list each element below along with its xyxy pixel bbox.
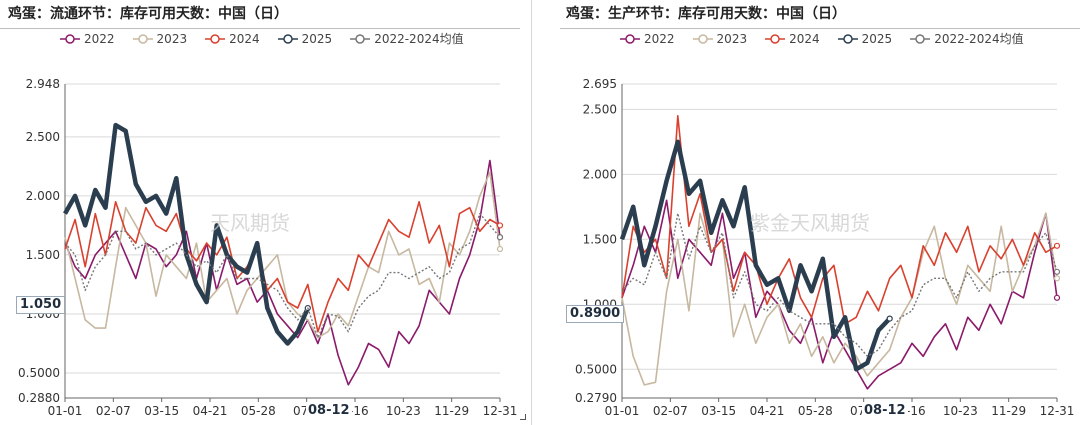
series-end-marker: [496, 234, 504, 241]
x-tick-label: 11-29: [991, 404, 1026, 418]
legend-item[interactable]: 2023: [692, 30, 748, 47]
panel-divider: [531, 0, 532, 425]
x-tick-label: 02-07: [653, 404, 688, 418]
y-tick-label: 2.000: [26, 189, 60, 203]
current-date-label: 08-12: [306, 403, 352, 418]
y-tick-label: 0.5000: [575, 362, 617, 376]
y-tick-label: 1.500: [26, 248, 60, 262]
series-end-marker: [886, 315, 893, 322]
x-tick-label: 04-21: [750, 404, 785, 418]
y-tick-label: 2.695: [583, 77, 617, 91]
chart-title: 鸡蛋：生产环节：库存可用天数：中国（日）: [566, 6, 846, 22]
legend-label: 2023: [716, 31, 748, 46]
chart-legend[interactable]: 2022 2023 2024 2025 2022-2024均值: [620, 30, 1024, 47]
series-end-marker: [1053, 294, 1061, 301]
legend-swatch-icon: [837, 33, 858, 44]
legend-label: 2022-2024均值: [934, 32, 1024, 46]
series-line-2022[interactable]: [64, 159, 501, 386]
legend-item[interactable]: 2024: [205, 30, 260, 47]
chart-legend[interactable]: 2022 2023 2024 2025 2022-2024均值: [60, 30, 464, 47]
y-tick-label: 0.2790: [575, 391, 617, 405]
x-tick-label: 04-21: [193, 404, 228, 418]
right-chart-panel: 鸡蛋：生产环节：库存可用天数：中国（日） 2022 2023 2024 2025 202…: [540, 0, 1080, 425]
legend-item[interactable]: 2023: [132, 30, 188, 47]
legend-label: 2025: [301, 31, 333, 46]
series-end-marker: [1053, 268, 1061, 275]
x-tick-label: 01-01: [605, 404, 640, 418]
x-tick-label: 03-15: [701, 404, 736, 418]
legend-label: 2025: [861, 31, 893, 46]
legend-item[interactable]: 2025: [277, 30, 333, 47]
legend-swatch-icon: [132, 33, 153, 44]
x-tick-label: 12-31: [1040, 404, 1075, 418]
legend-swatch-icon: [60, 33, 80, 44]
series-end-marker: [496, 222, 504, 229]
legend-swatch-icon: [692, 33, 713, 44]
legend-label: 2022: [84, 31, 115, 46]
y-tick-label: 0.2880: [18, 391, 60, 405]
chart-title: 鸡蛋：流通环节：库存可用天数：中国（日）: [8, 6, 288, 22]
x-tick-label: 05-28: [241, 404, 276, 418]
series-line-2024[interactable]: [621, 115, 1058, 325]
legend-label: 2022-2024均值: [374, 32, 464, 46]
series-end-marker: [1053, 275, 1061, 282]
y-tick-label: 2.948: [26, 77, 60, 91]
line-chart-svg: 0.28800.50001.0001.5002.0002.5002.94801-…: [18, 77, 518, 418]
series-line-2023[interactable]: [64, 171, 501, 339]
legend-item[interactable]: 2022-2024均值: [910, 30, 1024, 47]
series-line-2024[interactable]: [64, 201, 501, 333]
legend-swatch-icon: [910, 33, 931, 44]
series-end-marker: [496, 245, 504, 253]
legend-swatch-icon: [350, 33, 371, 44]
x-tick-label: 12-31: [483, 404, 518, 418]
y-tick-label: 2.500: [26, 130, 60, 144]
legend-label: 2023: [156, 31, 188, 46]
series-line-2022[interactable]: [621, 199, 1058, 390]
x-tick-label: 02-07: [96, 404, 131, 418]
current-date-label: 08-12: [862, 403, 908, 418]
x-tick-label: 05-28: [798, 404, 833, 418]
y-tick-label: 0.5000: [18, 366, 60, 380]
legend-item[interactable]: 2022: [620, 30, 675, 47]
x-tick-label: 11-29: [434, 404, 469, 418]
legend-swatch-icon: [620, 33, 640, 44]
left-chart-panel: 鸡蛋：流通环节：库存可用天数：中国（日） 2022 2023 2024 2025 202…: [0, 6, 526, 420]
legend-item[interactable]: 2024: [765, 30, 820, 47]
series-end-marker: [1053, 242, 1061, 249]
y-tick-label: 1.500: [583, 232, 617, 246]
y-tick-label: 2.500: [583, 102, 617, 116]
legend-label: 2022: [644, 31, 675, 46]
legend-item[interactable]: 2022: [60, 30, 115, 47]
legend-item[interactable]: 2022-2024均值: [350, 30, 464, 47]
legend-item[interactable]: 2025: [837, 30, 893, 47]
current-value-label: 1.050: [16, 296, 66, 314]
resize-handle[interactable]: [520, 414, 526, 420]
series-line-2022-2024均值[interactable]: [621, 212, 1058, 357]
legend-swatch-icon: [205, 33, 226, 44]
legend-swatch-icon: [277, 33, 298, 44]
series-line-2025[interactable]: [619, 139, 892, 372]
x-tick-label: 10-23: [943, 404, 978, 418]
x-tick-label: 01-01: [48, 404, 83, 418]
title-rule: [560, 28, 1080, 29]
legend-label: 2024: [229, 31, 260, 46]
legend-label: 2024: [789, 31, 820, 46]
current-value-label: 0.8900: [566, 305, 625, 323]
title-rule: [0, 28, 520, 29]
x-tick-label: 03-15: [144, 404, 179, 418]
line-chart-svg: 0.27900.50001.0001.5002.0002.5002.69501-…: [575, 77, 1075, 418]
y-tick-label: 2.000: [583, 167, 617, 181]
x-tick-label: 10-23: [386, 404, 421, 418]
legend-swatch-icon: [765, 33, 786, 44]
